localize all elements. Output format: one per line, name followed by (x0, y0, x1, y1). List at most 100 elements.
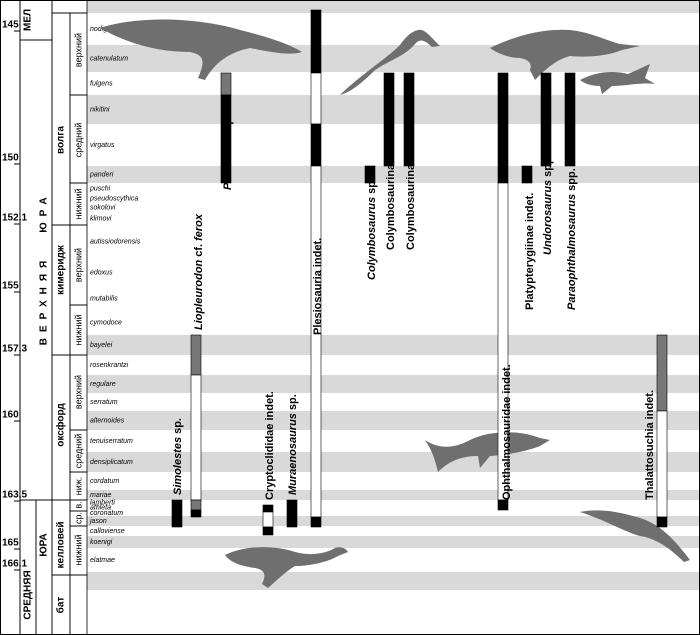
taxon-label: Colymbosaurinae indet. 2 (405, 116, 417, 250)
range-bar (310, 9, 322, 74)
taxon-name-part: Platypterygiinae indet. (524, 193, 536, 310)
zone-label: autissiodorensis (90, 238, 141, 245)
unit-label: средний (73, 434, 83, 469)
taxon-label: Platypterygiinae indet. (524, 193, 536, 310)
zone-label: jason (89, 518, 107, 525)
cryptoclidid-silhouette (225, 547, 348, 588)
taxon-name-part: Muraenosaurus (287, 413, 299, 495)
zone-label: coronatum (90, 510, 123, 517)
range-bar (262, 511, 274, 528)
unit-label: верхний (73, 248, 83, 282)
taxon-label: Paraophthalmosaurus spp. (566, 168, 578, 310)
taxon-name-part: Liopleurodon (193, 259, 205, 330)
zone-label: regulare (90, 381, 116, 388)
range-bar (286, 499, 298, 528)
zone-label: catenulatum (90, 55, 128, 62)
taxon-name-part: Plesiosauria indet. (312, 238, 324, 335)
column-cell (51, 0, 88, 14)
unit-label: оксфорд (55, 403, 67, 447)
unit-label: ЮРА (39, 191, 50, 232)
taxon-name-part: spp. (566, 168, 578, 191)
zone-label: mutabilis (90, 295, 118, 302)
range-bar (171, 499, 183, 528)
age-label: 165 (2, 538, 19, 549)
taxon-label: Colymbosaurus sp. (366, 178, 378, 280)
taxon-label: Muraenosaurus sp. (287, 394, 299, 495)
taxon-label: Ophthalmosauridae indet. (501, 364, 513, 500)
zone-label: virgatus (90, 142, 115, 149)
zone-label: nodiger (90, 26, 114, 33)
range-bar (220, 94, 232, 184)
unit-label: ср. (73, 512, 83, 524)
range-bar (497, 72, 509, 184)
range-bar (364, 165, 376, 184)
taxon-name-part: Undorosaurus (542, 180, 554, 255)
age-label: 155 (2, 281, 19, 292)
column-cell (69, 574, 88, 635)
unit-label: СРЕДНЯЯ (23, 570, 34, 619)
taxon-name-part: cf. (193, 244, 205, 257)
silhouettes (100, 19, 690, 588)
band (87, 335, 699, 355)
taxon-label: Liopleurodon cf. ferox (193, 213, 205, 330)
zone-label: panderi (89, 171, 114, 178)
taxon-name-part: Pliosaurus (222, 134, 234, 190)
zone-label: calloviense (90, 528, 125, 535)
range-bar (310, 516, 322, 528)
taxon-name-part: Colymbosaurinae indet. 1 (385, 116, 397, 250)
unit-label: верхний (73, 375, 83, 409)
age-label: 150 (2, 153, 19, 164)
range-bar (403, 72, 415, 167)
band (87, 490, 699, 500)
range-bar (521, 165, 533, 184)
ichthyosaur-small-silhouette (580, 64, 655, 94)
age-label: 152.1 (2, 213, 27, 224)
range-bar (656, 334, 668, 412)
band (87, 375, 699, 393)
zone-label: elatmae (90, 557, 115, 564)
taxon-name-part: Thalattosuchia indet. (644, 390, 656, 500)
range-bar (262, 504, 274, 513)
zone-label: lamberti (90, 499, 115, 506)
zone-label: bayelei (90, 342, 113, 349)
taxon-name-part: Ophthalmosauridae indet. (501, 364, 513, 500)
taxon-name-part: spp. (542, 154, 554, 177)
taxon-label: Cryptoclididae indet. (264, 391, 276, 500)
zone-label: puschi (89, 185, 111, 192)
range-bars: Simolestes sp. Liopleurodon cf. ferox Pliosau… (171, 9, 668, 536)
band (87, 452, 699, 472)
unit-label: нижний (73, 534, 83, 565)
range-bar (262, 526, 274, 536)
taxon-name-part: sp. (172, 418, 184, 434)
ichthyosaur-mid-silhouette (425, 432, 550, 472)
range-bar (190, 509, 202, 518)
taxon-name-part: Colymbosaurinae indet. 2 (405, 116, 417, 250)
zone-label: pseudoscythica (89, 195, 138, 202)
unit-label: волга (56, 126, 67, 154)
column-cell (51, 12, 71, 226)
zone-label: klimovi (90, 215, 112, 222)
range-bar (383, 72, 395, 167)
stratigraphy-columns: МЕЛ ЮРА ВЕРХНЯЯ СРЕДНЯЯ ЮРА волга кимеридж оксф… (2, 0, 88, 635)
taxon-name-part: Simolestes (172, 437, 184, 495)
unit-label: нижний (73, 314, 83, 345)
band (87, 1, 699, 13)
range-bar (190, 334, 202, 376)
range-bar (310, 72, 322, 125)
age-label: 157.3 (2, 344, 27, 355)
band (87, 516, 699, 526)
taxon-name-part: Paraophthalmosaurus (566, 194, 578, 310)
unit-label: ВЕРХНЯЯ (39, 255, 50, 345)
zone-label: cordatum (90, 478, 119, 485)
age-label: 163,5 (2, 490, 27, 501)
taxon-name-part: ferox (193, 213, 205, 241)
range-bar (656, 410, 668, 518)
band (87, 536, 699, 548)
zone-label: densiplicatum (90, 459, 133, 466)
zone-label: fulgens (90, 80, 113, 87)
zone-label: sokolovi (90, 204, 116, 211)
unit-label: келловей (56, 522, 67, 569)
unit-label: бат (55, 597, 67, 614)
plesiosaur-silhouette (340, 29, 440, 96)
